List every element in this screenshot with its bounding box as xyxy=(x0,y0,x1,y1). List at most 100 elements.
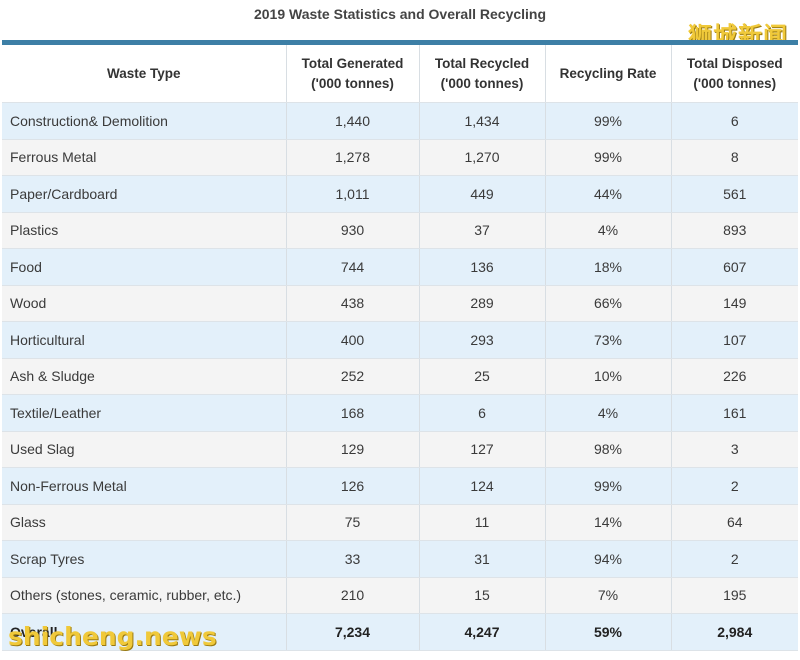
cell-recycled: 15 xyxy=(419,577,546,614)
cell-generated: 168 xyxy=(286,394,420,432)
cell-disposed: 64 xyxy=(671,504,798,541)
cell-rate: 10% xyxy=(545,358,672,395)
cell-disposed: 893 xyxy=(671,212,798,249)
cell-recycled: 124 xyxy=(419,467,546,505)
table-row: Textile/Leather 168 6 4% 161 xyxy=(2,394,798,432)
cell-type: Plastics xyxy=(2,212,287,249)
table-row: Glass 75 11 14% 64 xyxy=(2,504,798,541)
table-header-row: Waste Type Total Generated ('000 tonnes)… xyxy=(2,45,798,103)
cell-rate: 99% xyxy=(545,467,672,505)
cell-disposed: 149 xyxy=(671,285,798,322)
table-row: Non-Ferrous Metal 126 124 99% 2 xyxy=(2,467,798,505)
cell-generated: 438 xyxy=(286,285,420,322)
cell-recycled: 449 xyxy=(419,175,546,213)
cell-generated: 1,440 xyxy=(286,102,420,140)
cell-generated: 129 xyxy=(286,431,420,468)
cell-rate: 4% xyxy=(545,394,672,432)
cell-generated: 33 xyxy=(286,540,420,578)
cell-rate: 99% xyxy=(545,139,672,176)
cell-disposed: 6 xyxy=(671,102,798,140)
cell-type: Wood xyxy=(2,285,287,322)
cell-rate: 44% xyxy=(545,175,672,213)
table-row: Plastics 930 37 4% 893 xyxy=(2,212,798,249)
cell-type: Ash & Sludge xyxy=(2,358,287,395)
cell-recycled: 1,270 xyxy=(419,139,546,176)
table-row: Others (stones, ceramic, rubber, etc.) 21… xyxy=(2,577,798,614)
cell-type: Ferrous Metal xyxy=(2,139,287,176)
cell-type: Overall xyxy=(2,613,287,651)
cell-rate: 66% xyxy=(545,285,672,322)
cell-rate: 14% xyxy=(545,504,672,541)
cell-disposed: 561 xyxy=(671,175,798,213)
cell-rate: 18% xyxy=(545,248,672,286)
cell-generated: 7,234 xyxy=(286,613,420,651)
cell-rate: 59% xyxy=(545,613,672,651)
cell-rate: 7% xyxy=(545,577,672,614)
cell-type: Others (stones, ceramic, rubber, etc.) xyxy=(2,577,287,614)
cell-disposed: 2 xyxy=(671,467,798,505)
table-row: Overall 7,234 4,247 59% 2,984 xyxy=(2,613,798,651)
cell-disposed: 8 xyxy=(671,139,798,176)
header-line: Total Disposed xyxy=(686,55,783,71)
table-row: Ferrous Metal 1,278 1,270 99% 8 xyxy=(2,139,798,176)
cell-generated: 210 xyxy=(286,577,420,614)
cell-recycled: 289 xyxy=(419,285,546,322)
cell-generated: 1,011 xyxy=(286,175,420,213)
cell-type: Construction& Demolition xyxy=(2,102,287,140)
table-row: Scrap Tyres 33 31 94% 2 xyxy=(2,540,798,578)
table-row: Paper/Cardboard 1,011 449 44% 561 xyxy=(2,175,798,213)
cell-disposed: 3 xyxy=(671,431,798,468)
cell-recycled: 37 xyxy=(419,212,546,249)
cell-type: Glass xyxy=(2,504,287,541)
cell-disposed: 195 xyxy=(671,577,798,614)
cell-generated: 75 xyxy=(286,504,420,541)
header-line: Total Recycled xyxy=(434,55,530,71)
cell-recycled: 11 xyxy=(419,504,546,541)
watermark-bottom-left: shicheng.news xyxy=(8,622,217,651)
header-line: Total Generated xyxy=(301,55,404,71)
cell-generated: 126 xyxy=(286,467,420,505)
column-header-waste-type: Waste Type xyxy=(2,45,287,103)
cell-type: Used Slag xyxy=(2,431,287,468)
cell-recycled: 31 xyxy=(419,540,546,578)
cell-generated: 400 xyxy=(286,321,420,359)
cell-recycled: 293 xyxy=(419,321,546,359)
cell-rate: 94% xyxy=(545,540,672,578)
waste-statistics-table: Waste Type Total Generated ('000 tonnes)… xyxy=(2,45,798,651)
cell-disposed: 107 xyxy=(671,321,798,359)
cell-disposed: 2 xyxy=(671,540,798,578)
header-unit: ('000 tonnes) xyxy=(311,75,394,91)
column-header-total-generated: Total Generated ('000 tonnes) xyxy=(286,45,420,103)
cell-type: Scrap Tyres xyxy=(2,540,287,578)
header-unit: ('000 tonnes) xyxy=(693,75,777,91)
cell-generated: 744 xyxy=(286,248,420,286)
column-header-total-recycled: Total Recycled ('000 tonnes) xyxy=(419,45,546,103)
cell-type: Paper/Cardboard xyxy=(2,175,287,213)
cell-generated: 252 xyxy=(286,358,420,395)
cell-rate: 73% xyxy=(545,321,672,359)
cell-generated: 1,278 xyxy=(286,139,420,176)
cell-recycled: 4,247 xyxy=(419,613,546,651)
table-title: 2019 Waste Statistics and Overall Recycl… xyxy=(253,6,547,22)
cell-type: Food xyxy=(2,248,287,286)
column-header-recycling-rate: Recycling Rate xyxy=(545,45,672,103)
cell-recycled: 6 xyxy=(419,394,546,432)
cell-disposed: 607 xyxy=(671,248,798,286)
cell-recycled: 127 xyxy=(419,431,546,468)
header-accent-bar xyxy=(2,40,798,45)
cell-disposed: 226 xyxy=(671,358,798,395)
header-unit: ('000 tonnes) xyxy=(440,75,524,91)
table-row: Food 744 136 18% 607 xyxy=(2,248,798,286)
cell-generated: 930 xyxy=(286,212,420,249)
cell-type: Textile/Leather xyxy=(2,394,287,432)
table-row: Used Slag 129 127 98% 3 xyxy=(2,431,798,468)
cell-recycled: 136 xyxy=(419,248,546,286)
table-row: Construction& Demolition 1,440 1,434 99% 6 xyxy=(2,102,798,140)
table-row: Wood 438 289 66% 149 xyxy=(2,285,798,322)
cell-rate: 4% xyxy=(545,212,672,249)
column-header-total-disposed: Total Disposed ('000 tonnes) xyxy=(671,45,798,103)
cell-rate: 98% xyxy=(545,431,672,468)
cell-disposed: 161 xyxy=(671,394,798,432)
table-row: Horticultural 400 293 73% 107 xyxy=(2,321,798,359)
cell-disposed: 2,984 xyxy=(671,613,798,651)
